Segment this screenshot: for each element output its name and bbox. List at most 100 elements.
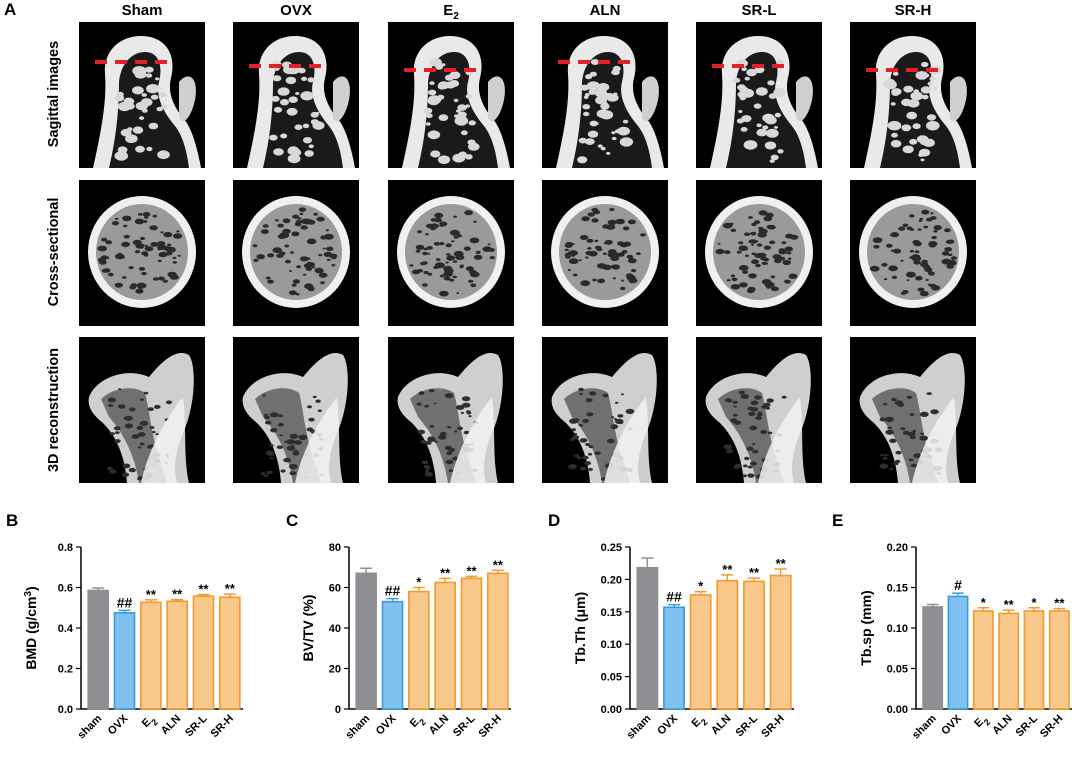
sagittal-image-sr-l [696, 22, 822, 168]
panel-c-x-label-sham: sham [343, 712, 372, 741]
panel-c-y-tick-label: 60 [329, 583, 341, 595]
panel-b-significance-sr-h: ** [225, 581, 236, 596]
panel-d-bar-sr-h [769, 574, 792, 710]
cross-section-image-sham [79, 180, 205, 326]
panel-d-x-label-aln: ALN [709, 713, 734, 738]
panel-c-bar-sr-l [460, 577, 483, 710]
panel-b-bar-sr-h [219, 596, 241, 710]
panel-b-x-label-e2: E2 [140, 713, 160, 733]
panel-b-y-tick-label: 0.6 [58, 583, 73, 595]
panel-d-significance-ovx: ## [666, 589, 682, 605]
panel-b-bar-aln [166, 600, 188, 710]
panel-d-bar-e2 [689, 594, 712, 710]
panel-e-x-label-sham: sham [910, 712, 939, 741]
panel-e-significance-sr-l: * [1031, 595, 1037, 610]
cross-section-image-e2 [388, 180, 514, 326]
panel-d-significance-sr-h: ** [776, 556, 787, 571]
panel-c-y-tick-label: 80 [329, 542, 341, 554]
panel-e-y-tick-label: 0.15 [887, 583, 908, 595]
panel-c-letter: C [286, 511, 298, 530]
panel-b-letter: B [6, 511, 18, 530]
panel-e-significance-sr-h: ** [1054, 596, 1065, 611]
panel-b-bar-sr-l [192, 595, 215, 710]
panel-e-x-label-e2: E2 [972, 713, 992, 733]
panel-c-y-tick-label: 0 [335, 704, 341, 716]
panel-d-y-tick-label: 0.05 [601, 672, 622, 684]
panel-b-y-tick-label: 0.8 [58, 542, 73, 554]
panel-d-x-label-sr-h: SR-H [759, 713, 787, 741]
panel-e-y-tick-label: 0.20 [887, 542, 908, 554]
panel-d-x-label-ovx: OVX [655, 712, 680, 737]
panel-e-bar-e2 [972, 610, 994, 710]
panel-e-significance-ovx: # [954, 577, 962, 593]
panel-c-bar-aln [434, 581, 456, 710]
panel-c-bar-sr-h [487, 572, 509, 710]
panel-b-significance-ovx: ## [117, 594, 133, 610]
panel-d-y-tick-label: 0.20 [601, 574, 622, 586]
panel-d-bar-sr-l [743, 580, 765, 710]
panel-b-y-axis-title: BMD (g/cm3) [23, 586, 40, 669]
panel-b-bar-e2 [140, 601, 162, 710]
panel-e-significance-e2: * [981, 595, 987, 610]
panel-b-y-tick-label: 0.2 [58, 664, 73, 676]
3d-image-aln [542, 337, 668, 483]
group-header-aln: ALN [589, 2, 621, 19]
panel-a-letter: A [4, 0, 17, 19]
panel-b-x-label-sham: sham [75, 712, 104, 741]
3d-image-sr-h [850, 337, 976, 483]
3d-image-e2 [388, 337, 514, 483]
panel-e-bar-ovx [947, 595, 969, 710]
panel-c-bar-sham [355, 572, 377, 710]
panel-d-significance-sr-l: ** [749, 565, 760, 580]
panel-c-significance-ovx: ## [385, 583, 401, 599]
row-label-cross-sectional: Cross-sectional [46, 197, 62, 307]
cross-section-image-aln [542, 180, 668, 326]
panel-c-x-label-aln: ALN [427, 713, 452, 738]
panel-d-y-tick-label: 0.25 [601, 542, 622, 554]
panel-d-y-tick-label: 0.15 [601, 607, 622, 619]
sagittal-image-sr-h [850, 22, 976, 168]
panel-b-x-label-aln: ALN [159, 713, 184, 738]
panel-e-bar-sr-h [1048, 610, 1070, 710]
panel-b-y-tick-label: 0.0 [58, 704, 73, 716]
panel-c-y-tick-label: 40 [329, 623, 341, 635]
panel-c-x-label-sr-h: SR-H [476, 713, 504, 741]
panel-b-bar-sham [87, 589, 109, 710]
sagittal-image-aln [542, 22, 668, 168]
row-label-sagittal: Sagittal images [46, 40, 62, 148]
panel-e-bar-sham [922, 606, 944, 710]
panel-b-x-label-sr-h: SR-H [208, 713, 236, 741]
panel-b-x-label-sr-l: SR-L [183, 712, 210, 739]
panel-d-x-label-sr-l: SR-L [733, 712, 760, 739]
panel-c-significance-aln: ** [440, 565, 451, 580]
panel-b-significance-aln: ** [172, 587, 183, 602]
panel-c-significance-e2: * [416, 575, 422, 590]
panel-c-y-tick-label: 20 [329, 664, 341, 676]
panel-e-significance-aln: ** [1004, 597, 1015, 612]
cross-section-image-ovx [233, 180, 359, 326]
panel-e-x-label-aln: ALN [990, 713, 1015, 738]
panel-e-bar-aln [998, 612, 1020, 710]
group-header-sr-l: SR-L [741, 2, 777, 19]
sagittal-image-e2 [388, 22, 514, 168]
panel-c-x-label-ovx: OVX [374, 712, 399, 737]
panel-e-y-tick-label: 0.00 [887, 704, 908, 716]
sagittal-image-sham [79, 22, 205, 168]
group-header-sham: Sham [121, 2, 163, 19]
group-header-e2: E2 [443, 2, 459, 22]
panel-e-y-tick-label: 0.05 [887, 664, 908, 676]
group-header-ovx: OVX [280, 2, 312, 19]
panel-e-bar-sr-l [1023, 610, 1045, 710]
row-label-3d: 3D reconstruction [46, 347, 62, 473]
cross-section-image-sr-h [850, 180, 976, 326]
panel-b-significance-e2: ** [146, 587, 157, 602]
panel-c-bar-e2 [408, 590, 430, 710]
panel-e-y-axis-title: Tb.sp (mm) [858, 590, 874, 665]
panel-c-significance-sr-l: ** [466, 563, 477, 578]
panel-b-y-tick-label: 0.4 [58, 623, 74, 635]
panel-e-x-label-sr-h: SR-H [1038, 713, 1066, 741]
group-header-sr-h: SR-H [894, 2, 932, 19]
panel-d-x-label-e2: E2 [690, 713, 710, 733]
sagittal-image-ovx [233, 22, 359, 168]
